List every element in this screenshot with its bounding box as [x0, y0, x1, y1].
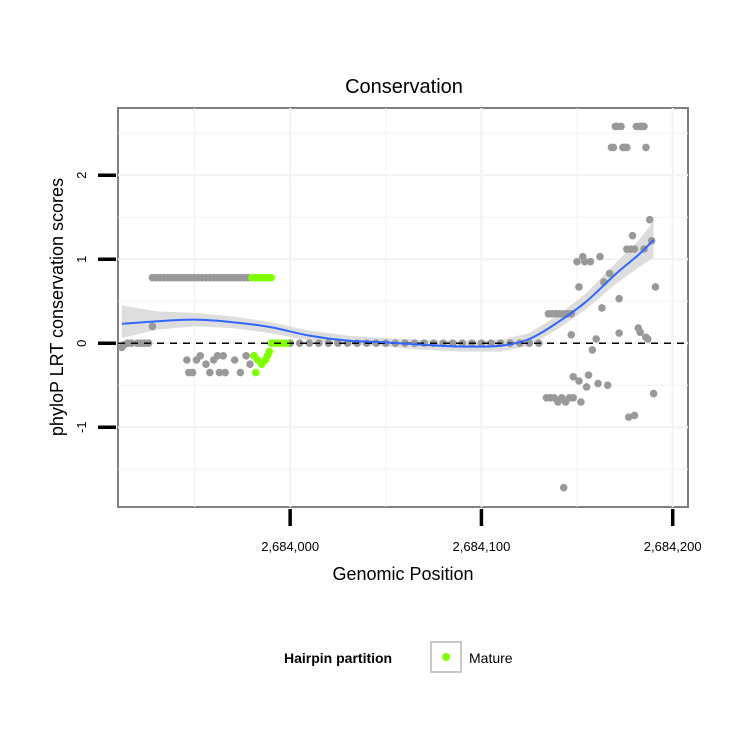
x-axis-title: Genomic Position [332, 564, 473, 584]
y-tick-label: 1 [74, 256, 89, 263]
point-other [588, 346, 597, 354]
y-axis-title: phyloP LRT conservation scores [47, 178, 67, 436]
point-other [573, 257, 581, 266]
point-other [206, 368, 214, 377]
y-tick-label: -1 [74, 421, 89, 433]
point-other [148, 322, 157, 331]
point-other [477, 339, 486, 348]
point-other [213, 352, 222, 360]
data-points [118, 122, 660, 492]
x-axis: 2,684,000 2,684,100 2,684,200 [261, 509, 702, 554]
point-other [188, 368, 197, 377]
point-other [567, 331, 576, 339]
point-other [230, 356, 239, 364]
point-other [569, 394, 578, 402]
point-other [196, 352, 205, 360]
point-other [183, 356, 191, 364]
x-tick-label: 2,684,100 [453, 539, 511, 554]
point-other [448, 339, 457, 348]
smooth-curve [121, 239, 655, 348]
legend-key-mature-dot [442, 653, 450, 661]
point-other [586, 257, 595, 266]
point-other [622, 143, 631, 152]
point-other [525, 339, 534, 348]
point-other [615, 294, 623, 303]
x-tick-label: 2,684,000 [261, 539, 319, 554]
point-mature [251, 368, 260, 377]
point-other [577, 398, 585, 406]
point-other [242, 352, 250, 360]
legend-title: Hairpin partition [284, 650, 392, 666]
point-other [630, 245, 639, 253]
point-other [575, 283, 583, 291]
point-other [615, 329, 623, 337]
point-other [569, 373, 578, 381]
point-other [221, 368, 229, 377]
point-other [559, 483, 568, 492]
point-other [644, 335, 652, 343]
point-other [219, 352, 228, 360]
point-other [236, 368, 245, 377]
point-other [617, 122, 625, 131]
y-tick-label: 0 [74, 340, 89, 347]
point-other [605, 269, 614, 278]
point-mature [282, 339, 291, 348]
point-other [202, 360, 210, 369]
point-other [628, 231, 637, 240]
point-other [596, 252, 604, 261]
point-other [487, 339, 495, 348]
point-other [592, 335, 600, 343]
point-other [640, 122, 648, 131]
point-other [645, 215, 654, 224]
point-other [582, 383, 591, 391]
point-other [630, 411, 639, 420]
chart-title: Conservation [345, 76, 463, 98]
point-other [584, 371, 593, 379]
point-other [575, 377, 583, 385]
smooth-curve-line [121, 239, 655, 348]
point-other [624, 413, 633, 421]
y-tick-label: 2 [74, 172, 89, 179]
point-mature [265, 347, 273, 356]
point-other [603, 381, 612, 390]
point-other [295, 339, 304, 348]
x-tick-label: 2,684,200 [644, 539, 702, 554]
point-mature [267, 273, 275, 282]
point-other [215, 368, 224, 377]
legend-label-mature: Mature [469, 650, 513, 666]
point-other [598, 304, 606, 312]
point-other [642, 143, 650, 152]
legend: Hairpin partition Mature [284, 641, 513, 673]
point-other [246, 360, 254, 369]
point-other [580, 257, 589, 266]
point-other [649, 389, 658, 398]
point-other [651, 283, 660, 291]
y-axis: -1 0 1 2 [74, 172, 116, 433]
point-other [636, 328, 644, 337]
point-other [594, 379, 602, 388]
point-other [305, 339, 314, 348]
point-other [334, 339, 342, 348]
point-other [609, 143, 618, 152]
